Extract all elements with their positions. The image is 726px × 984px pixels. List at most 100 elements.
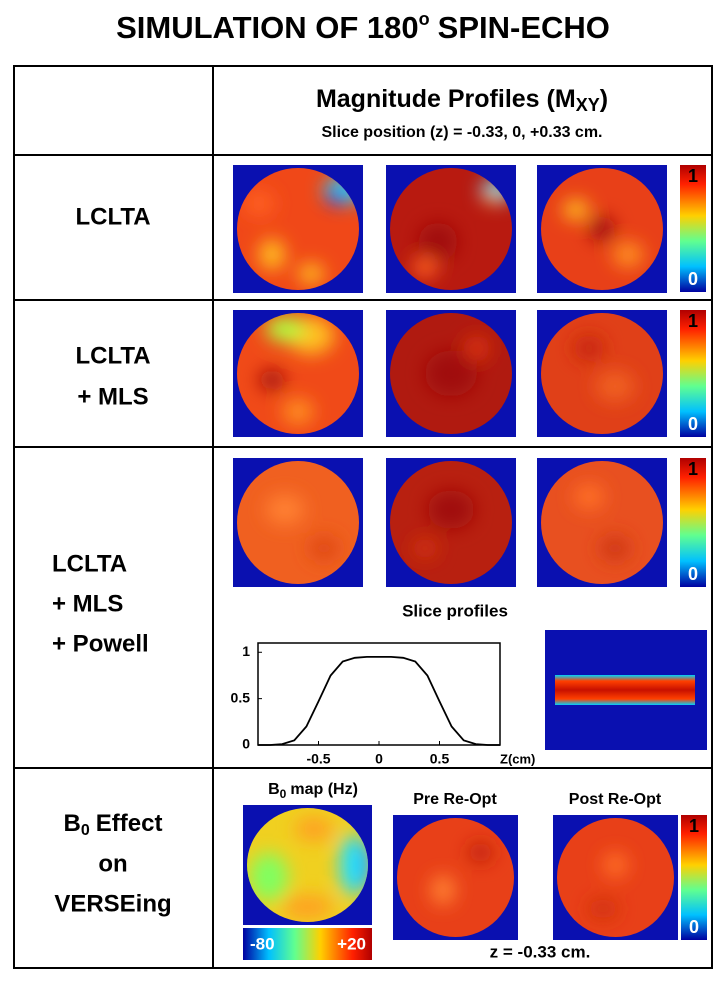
map-texture [259, 316, 335, 425]
y-tick-label: 0.5 [231, 689, 251, 705]
map [541, 313, 663, 434]
header-text: Magnitude Profiles (M [316, 85, 576, 113]
row-label: B0 Effect [64, 810, 163, 839]
map-texture [563, 199, 644, 268]
plot-title: Slice profiles [402, 601, 508, 620]
map-blob [563, 199, 589, 221]
map-blob [430, 875, 456, 905]
map-blob [427, 490, 475, 529]
map-texture [573, 335, 635, 402]
map-title-subscript: 0 [280, 787, 287, 801]
map-blob [595, 370, 635, 402]
map-blob [243, 190, 275, 217]
colorbar-label: 1 [688, 459, 698, 479]
map-blob [418, 222, 458, 261]
map [390, 168, 512, 290]
slice-band [555, 675, 695, 705]
map-blob [265, 494, 305, 526]
header-subtitle: Slice position (z) = -0.33, 0, +0.33 cm. [322, 124, 603, 141]
row-label: LCLTA [75, 203, 150, 230]
map-blob [326, 189, 348, 205]
map [247, 808, 368, 922]
map [541, 461, 663, 584]
b0-colorbar [243, 928, 372, 960]
map [237, 461, 359, 584]
colorbar-label: 0 [689, 917, 699, 937]
colorbar [680, 165, 706, 292]
colorbar-label: 0 [688, 564, 698, 584]
row-label: + MLS [52, 590, 123, 617]
profile-line [258, 656, 500, 746]
row-label: VERSEing [54, 890, 171, 917]
label-text: B [64, 810, 81, 837]
header-title: Magnitude Profiles (MXY) [316, 85, 608, 115]
map-base [541, 461, 663, 584]
x-axis-label: Z(cm) [500, 751, 535, 766]
map-blob [294, 817, 334, 841]
map-blob [281, 895, 334, 919]
map-blob [573, 483, 605, 510]
colorbar-label: -80 [250, 934, 275, 953]
map-blob [468, 842, 493, 863]
map [541, 168, 663, 290]
plot-frame [257, 642, 501, 746]
map-texture [243, 177, 359, 285]
map [237, 168, 359, 290]
header-text: ) [600, 85, 608, 113]
row-label: on [98, 850, 127, 877]
map-texture [265, 494, 340, 562]
map-base [237, 461, 359, 584]
map-blob [259, 239, 285, 270]
map-texture [588, 852, 628, 919]
title-text: SPIN-ECHO [438, 10, 610, 45]
colorbar-label: 1 [689, 816, 699, 836]
map-blob [282, 398, 314, 425]
map-base [397, 818, 514, 937]
map-blob [612, 241, 644, 268]
figure-title: SIMULATION OF 180o SPIN-ECHO [116, 9, 610, 45]
title-text: SIMULATION OF 180 [116, 10, 419, 45]
map-blob [599, 535, 631, 562]
y-tick-label: 1 [242, 643, 250, 659]
map-texture [412, 490, 475, 559]
map-blob [308, 535, 340, 562]
map-blob [298, 263, 324, 285]
colorbar-label: 1 [688, 311, 698, 331]
map-blob [259, 369, 285, 391]
map-blob [603, 852, 628, 878]
colorbar-label: 1 [688, 166, 698, 186]
map-blob [412, 257, 438, 278]
map-base [541, 313, 663, 434]
colorbar-label: +20 [337, 934, 366, 953]
map [397, 818, 514, 937]
map-title-text: map (Hz) [290, 781, 358, 798]
row-label: + Powell [52, 630, 149, 657]
colorbar-label: 0 [688, 414, 698, 434]
table-border [13, 65, 713, 969]
map-title: Post Re-Opt [569, 791, 662, 808]
map-blob [588, 898, 618, 919]
colorbar [680, 310, 706, 437]
header-subscript: XY [576, 95, 600, 115]
colorbar [680, 458, 706, 587]
map [390, 461, 512, 584]
map-blob [484, 190, 501, 204]
row-label: LCLTA [75, 342, 150, 369]
label-text: Effect [96, 810, 163, 837]
map [390, 313, 512, 434]
map-blob [339, 835, 366, 895]
map-blob [265, 316, 305, 342]
map-blob [425, 350, 477, 397]
colorbar [681, 815, 707, 940]
map-title: B0 map (Hz) [268, 781, 358, 801]
map [557, 818, 674, 937]
y-tick-label: 0 [242, 736, 250, 752]
map-texture [430, 842, 493, 905]
map-title-text: B [268, 781, 280, 798]
title-superscript: o [419, 9, 430, 29]
note: z = -0.33 cm. [490, 942, 591, 961]
map-texture [249, 817, 368, 919]
map [237, 313, 359, 434]
row-label: LCLTA [52, 550, 127, 577]
